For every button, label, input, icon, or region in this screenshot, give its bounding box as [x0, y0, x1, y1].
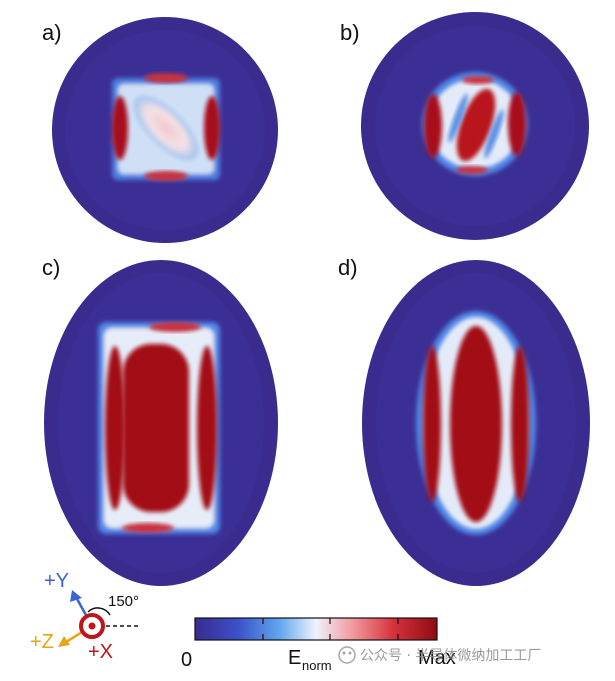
panel-c-label: c): [42, 255, 60, 280]
panel-b-label: b): [340, 20, 360, 45]
watermark: [338, 646, 356, 664]
watermark-text: 公众号 · 半导体微纳加工工厂: [360, 648, 541, 664]
axes-indicator: [58, 590, 140, 647]
wechat-icon: [338, 646, 356, 664]
panel-d-label: d): [338, 255, 358, 280]
colorbar-quantity-subscript: norm: [302, 658, 332, 673]
panel-d-field-map: [362, 260, 590, 586]
z-axis-label: +Z: [30, 631, 54, 653]
panel-a-field-map: [52, 17, 278, 243]
angle-arc: [87, 607, 111, 616]
colorbar-min-label: 0: [181, 649, 192, 671]
colorbar-quantity-label: E: [288, 647, 301, 669]
y-axis-label: +Y: [44, 570, 69, 592]
colorbar-max-label: Max: [418, 647, 456, 669]
angle-label: 150°: [108, 593, 139, 610]
z-arrow-head: [58, 636, 70, 647]
x-axis-label: +X: [88, 641, 113, 663]
panel-a-label: a): [42, 20, 62, 45]
y-arrow-head: [70, 590, 82, 602]
panel-b-field-map: [361, 12, 589, 240]
panel-c-field-map: [44, 260, 278, 586]
colorbar: [194, 617, 438, 641]
